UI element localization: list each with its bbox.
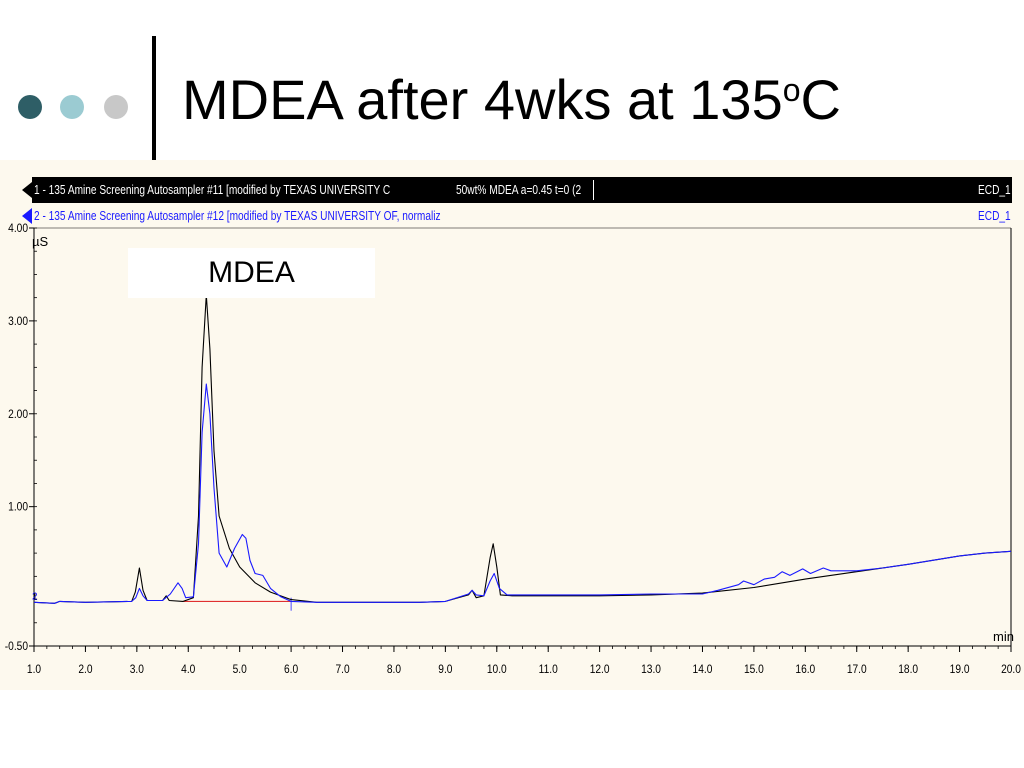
x-tick-label: 6.0 xyxy=(284,663,298,676)
y-tick-label: 3.00 xyxy=(8,315,28,328)
title-superscript: o xyxy=(782,72,801,108)
x-tick-label: 12.0 xyxy=(590,663,610,676)
legend-row2-label: 2 - 135 Amine Screening Autosampler #12 … xyxy=(34,208,441,223)
x-tick-label: 5.0 xyxy=(233,663,247,676)
x-tick-label: 9.0 xyxy=(438,663,452,676)
title-end: C xyxy=(800,68,841,131)
legend-row1-label: 1 - 135 Amine Screening Autosampler #11 … xyxy=(34,182,391,197)
slide-dot-3 xyxy=(104,95,128,119)
legend-row2-marker[interactable] xyxy=(22,208,32,224)
slide-dot-1 xyxy=(18,95,42,119)
x-tick-label: 1.0 xyxy=(27,663,41,676)
legend-row1-divider xyxy=(593,180,594,200)
y-unit-label: µS xyxy=(32,234,48,249)
x-tick-label: 18.0 xyxy=(898,663,918,676)
legend-row2-channel: ECD_1 xyxy=(978,208,1011,223)
x-tick-label: 8.0 xyxy=(387,663,401,676)
slide-dot-2 xyxy=(60,95,84,119)
series-1-start-label: 1 xyxy=(32,591,38,602)
x-tick-label: 11.0 xyxy=(539,663,558,676)
mdea-annotation-label: MDEA xyxy=(208,256,295,289)
x-tick-label: 4.0 xyxy=(181,663,195,676)
x-tick-label: 20.0 xyxy=(1001,663,1021,676)
y-tick-label: -0.50 xyxy=(5,640,28,653)
x-tick-label: 2.0 xyxy=(78,663,92,676)
legend-row1-marker[interactable] xyxy=(22,182,32,198)
x-tick-label: 7.0 xyxy=(335,663,349,676)
x-tick-label: 17.0 xyxy=(847,663,867,676)
series-2-line xyxy=(33,383,1012,604)
legend-bar xyxy=(32,177,1012,203)
title-main: MDEA after 4wks at 135 xyxy=(182,68,783,131)
mdea-annotation-box xyxy=(128,248,375,298)
x-tick-label: 16.0 xyxy=(795,663,815,676)
x-tick-label: 15.0 xyxy=(744,663,764,676)
title-divider xyxy=(152,36,156,168)
x-tick-label: 3.0 xyxy=(130,663,144,676)
x-tick-label: 19.0 xyxy=(950,663,970,676)
series-2-start-label: 2 xyxy=(32,591,38,602)
x-tick-label: 10.0 xyxy=(487,663,507,676)
y-tick-label: 1.00 xyxy=(8,501,28,514)
x-tick-label: 14.0 xyxy=(693,663,713,676)
page-title: MDEA after 4wks at 135oC xyxy=(182,72,841,128)
y-tick-label: 2.00 xyxy=(8,408,28,421)
legend-row1-sample: 50wt% MDEA a=0.45 t=0 (2 xyxy=(456,182,582,197)
x-unit-label: min xyxy=(993,629,1014,644)
series-1-line xyxy=(33,294,1012,604)
y-tick-label: 4.00 xyxy=(8,222,28,235)
x-tick-label: 13.0 xyxy=(641,663,661,676)
legend-row1-channel: ECD_1 xyxy=(978,182,1011,197)
